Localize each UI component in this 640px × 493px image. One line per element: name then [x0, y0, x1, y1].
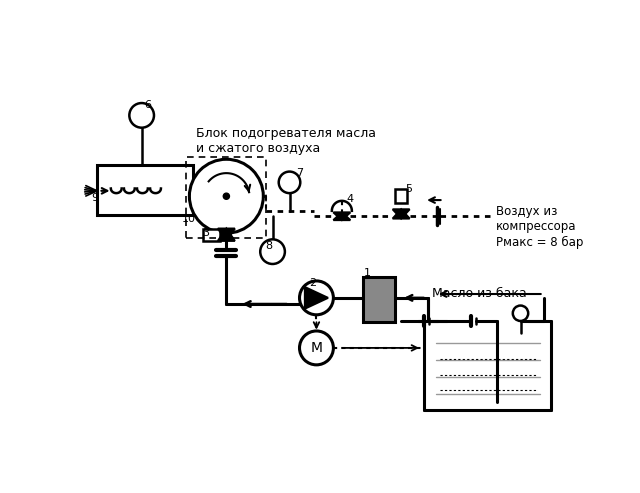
Circle shape [260, 239, 285, 264]
Text: Масло из бака: Масло из бака [432, 287, 527, 300]
Text: Блок подогревателя масла
и сжатого воздуха: Блок подогревателя масла и сжатого возду… [196, 127, 376, 155]
Circle shape [129, 103, 154, 128]
Polygon shape [218, 229, 235, 241]
Circle shape [223, 193, 230, 199]
Polygon shape [393, 210, 410, 218]
Text: 5: 5 [405, 184, 412, 194]
Circle shape [189, 159, 263, 233]
Polygon shape [218, 229, 235, 241]
Text: 8: 8 [265, 241, 272, 250]
Text: 2: 2 [310, 278, 317, 288]
Circle shape [300, 331, 333, 365]
Polygon shape [305, 287, 328, 309]
Text: 7: 7 [296, 168, 303, 178]
Text: Воздух из
компрессора
Рмакс = 8 бар: Воздух из компрессора Рмакс = 8 бар [496, 206, 583, 248]
Circle shape [279, 172, 300, 193]
Text: 10: 10 [182, 214, 196, 224]
Text: 3: 3 [202, 228, 209, 238]
Bar [97, 166, 193, 215]
Polygon shape [393, 210, 410, 218]
Text: М: М [310, 341, 323, 355]
Text: 9: 9 [91, 193, 98, 203]
Bar [186, 157, 266, 238]
Polygon shape [333, 212, 350, 220]
Text: 6: 6 [145, 101, 152, 110]
Bar [363, 277, 395, 322]
Text: 1: 1 [364, 268, 371, 278]
Bar [204, 229, 220, 241]
Circle shape [513, 306, 528, 321]
Bar [395, 189, 407, 203]
Polygon shape [333, 212, 350, 220]
Circle shape [300, 281, 333, 315]
Text: 4: 4 [346, 194, 354, 204]
